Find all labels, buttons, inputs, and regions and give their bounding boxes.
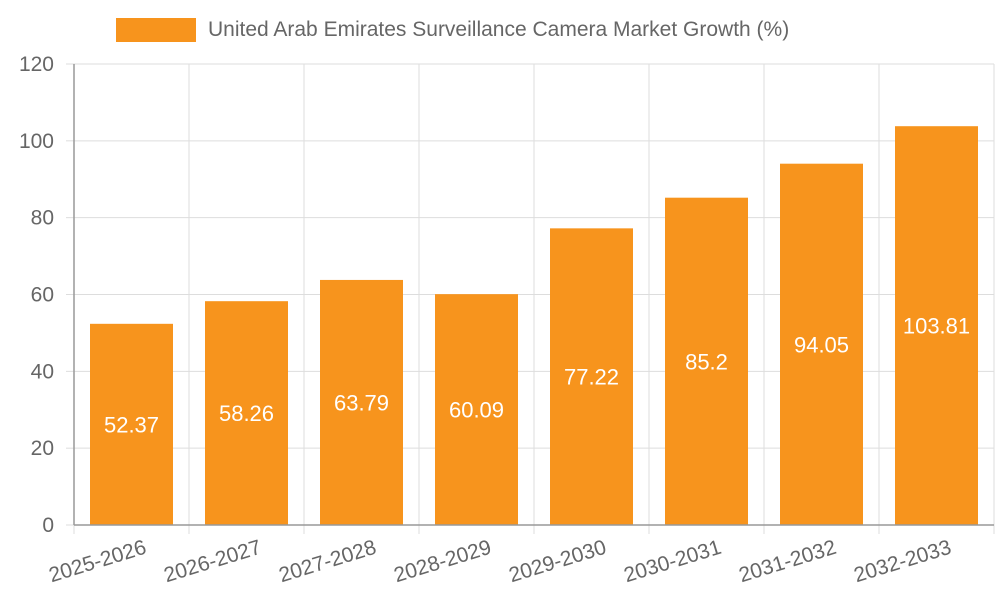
bar-value-label: 85.2 [685,349,728,374]
bar-value-label: 77.22 [564,365,619,390]
bar-2032-2033 [895,126,978,525]
y-tick-label: 20 [31,437,54,460]
y-tick-label: 100 [19,130,54,153]
y-tick-label: 120 [19,53,54,76]
bar-2025-2026 [90,323,173,525]
bar-2026-2027 [205,301,288,525]
bar-2028-2029 [435,294,518,525]
x-tick-label: 2028-2029 [391,536,494,587]
x-tick-label: 2032-2033 [851,536,954,587]
bar-2027-2028 [320,279,403,525]
bar-value-label: 60.09 [449,398,504,423]
x-tick-label: 2027-2028 [276,536,379,587]
bar-2031-2032 [780,163,863,525]
bar-value-label: 58.26 [219,401,274,426]
bar-value-label: 94.05 [794,332,849,357]
bar-layer [90,126,978,525]
bar-value-label: 52.37 [104,412,159,437]
bar-value-label: 103.81 [903,314,970,339]
x-tick-label: 2029-2030 [506,536,609,587]
bar-2030-2031 [665,197,748,525]
y-tick-label: 40 [31,360,54,383]
label-layer: 52.37 58.26 63.79 60.09 77.22 85.2 94.05 103.81 [104,314,970,438]
y-tick-label: 80 [31,207,54,230]
chart-legend[interactable]: United Arab Emirates Surveillance Camera… [116,18,789,42]
legend-swatch [116,18,196,42]
legend-label: United Arab Emirates Surveillance Camera… [208,18,790,41]
bar-value-label: 63.79 [334,390,389,415]
bar-2029-2030 [550,228,633,525]
x-tick-label: 2025-2026 [46,536,149,587]
x-tick-label: 2031-2032 [736,536,839,587]
x-tick-label: 2030-2031 [621,536,724,587]
x-tick-label: 2026-2027 [161,536,264,587]
y-tick-label: 0 [42,514,54,537]
y-tick-label: 60 [31,284,54,307]
